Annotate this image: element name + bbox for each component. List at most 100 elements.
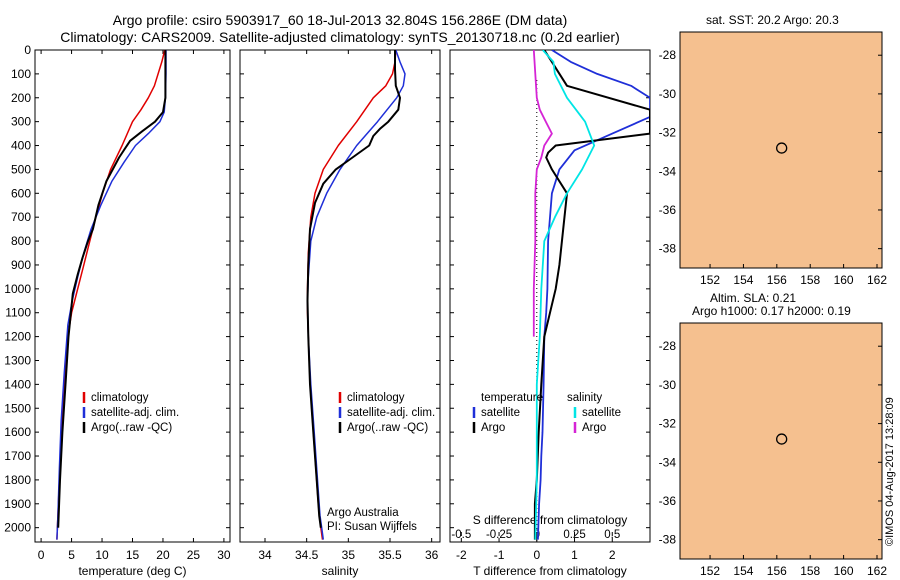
x-tick-label: -2	[456, 548, 467, 562]
sst_map-land	[680, 32, 882, 268]
map-x-tick-label: 156	[767, 564, 787, 578]
x-tick-label: 35	[342, 548, 356, 562]
sla-map-title-line2: Argo h1000: 0.17 h2000: 0.19	[692, 304, 851, 318]
map-y-tick-label: -36	[659, 494, 677, 508]
series-line-2	[306, 50, 401, 528]
x-tick-label: -1	[494, 548, 505, 562]
x-tick-label: 25	[187, 548, 201, 562]
depth-tick-label: 400	[11, 139, 31, 153]
series-line-3	[532, 50, 553, 337]
legend-s-label-1: Argo	[582, 422, 606, 434]
sst_map-argo-marker	[776, 142, 788, 154]
map-x-tick-label: 154	[733, 273, 753, 287]
panel-frame-temperature	[34, 49, 231, 543]
series-line-0	[537, 50, 650, 540]
map-x-tick-label: 162	[867, 564, 887, 578]
panel-frame-difference	[449, 49, 651, 543]
x-tick-label: 10	[95, 548, 109, 562]
depth-tick-label: 0	[24, 43, 31, 57]
depth-tick-label: 100	[11, 67, 31, 81]
depth-tick-label: 300	[11, 115, 31, 129]
x2-axis-label: S difference from climatology	[473, 513, 628, 527]
map-x-tick-label: 152	[700, 273, 720, 287]
map-x-tick-label: 162	[867, 273, 887, 287]
legend-t-label-0: satellite	[481, 407, 520, 419]
x-top-tick-label: -0.5	[451, 529, 471, 541]
panel-frame-salinity	[239, 49, 441, 543]
depth-tick-label: 1200	[4, 330, 31, 344]
x-tick-label: 35.5	[378, 548, 402, 562]
x-tick-label: 2	[609, 548, 616, 562]
x-tick-label: 5	[68, 548, 75, 562]
annotation-line2: PI: Susan Wijffels	[327, 521, 417, 533]
x-tick-label: 1	[571, 548, 578, 562]
map-x-tick-label: 158	[800, 564, 820, 578]
depth-tick-label: 900	[11, 258, 31, 272]
x-top-tick-label: 0	[534, 529, 540, 541]
depth-tick-label: 1000	[4, 282, 31, 296]
map-y-tick-label: -28	[659, 339, 677, 353]
x-top-tick-label: 0.25	[563, 529, 585, 541]
sla_map-land	[680, 323, 882, 559]
legend-salinity-title: salinity	[567, 392, 602, 404]
difference-series-group	[532, 50, 650, 540]
map-x-tick-label: 154	[733, 564, 753, 578]
map-y-tick-label: -38	[659, 533, 677, 547]
sst-map-title: sat. SST: 20.2 Argo: 20.3	[706, 13, 839, 27]
depth-tick-label: 1300	[4, 353, 31, 367]
depth-tick-label: 1800	[4, 473, 31, 487]
sst_map-frame	[679, 31, 883, 269]
legend-label-2: Argo(..raw -QC)	[91, 422, 172, 434]
depth-tick-label: 1400	[4, 377, 31, 391]
map-y-tick-label: -36	[659, 203, 677, 217]
map-x-tick-label: 160	[834, 564, 854, 578]
map-x-tick-label: 156	[767, 273, 787, 287]
x-tick-label: 36	[425, 548, 439, 562]
x-tick-label: 34	[258, 548, 272, 562]
depth-tick-label: 1600	[4, 425, 31, 439]
map-y-tick-label: -32	[659, 417, 677, 431]
depth-tick-label: 1700	[4, 449, 31, 463]
figure-title-line2: Climatology: CARS2009. Satellite-adjuste…	[60, 29, 620, 45]
x-axis-label: temperature (deg C)	[78, 564, 186, 578]
depth-tick-label: 2000	[4, 521, 31, 535]
x-tick-label: 0	[38, 548, 45, 562]
x-tick-label: 20	[156, 548, 170, 562]
depth-tick-label: 800	[11, 234, 31, 248]
depth-tick-label: 600	[11, 186, 31, 200]
map-y-tick-label: -34	[659, 164, 677, 178]
x-tick-label: 30	[217, 548, 231, 562]
depth-tick-label: 500	[11, 162, 31, 176]
map-x-tick-label: 152	[700, 564, 720, 578]
legend-label-0: climatology	[91, 392, 149, 404]
map-y-tick-label: -38	[659, 242, 677, 256]
x-tick-label: 34.5	[295, 548, 319, 562]
legend-label-2: Argo(..raw -QC)	[347, 422, 428, 434]
x-tick-label: 15	[126, 548, 140, 562]
map-y-tick-label: -28	[659, 48, 677, 62]
x-top-tick-label: -0.25	[486, 529, 512, 541]
legend-label-1: satellite-adj. clim.	[347, 407, 435, 419]
annotation-line1: Argo Australia	[327, 507, 399, 519]
depth-tick-label: 1900	[4, 497, 31, 511]
sla_map-frame	[679, 322, 883, 560]
x-axis-label: salinity	[322, 564, 359, 578]
map-y-tick-label: -30	[659, 378, 677, 392]
map-x-tick-label: 160	[834, 273, 854, 287]
figure-title-line1: Argo profile: csiro 5903917_60 18-Jul-20…	[112, 12, 568, 28]
map-y-tick-label: -34	[659, 455, 677, 469]
series-line-2	[534, 50, 596, 540]
depth-tick-label: 1500	[4, 401, 31, 415]
legend-label-1: satellite-adj. clim.	[91, 407, 179, 419]
map-x-tick-label: 158	[800, 273, 820, 287]
sla-map-title-line1: Altim. SLA: 0.21	[710, 291, 797, 305]
depth-tick-label: 1100	[5, 306, 31, 320]
x-top-tick-label: 0.5	[604, 529, 620, 541]
legend-temperature-title: temperature	[481, 392, 543, 404]
map-y-tick-label: -32	[659, 126, 677, 140]
x-tick-label: 0	[533, 548, 540, 562]
depth-tick-label: 700	[11, 210, 31, 224]
series-line-2	[57, 50, 167, 528]
depth-tick-label: 200	[11, 91, 31, 105]
